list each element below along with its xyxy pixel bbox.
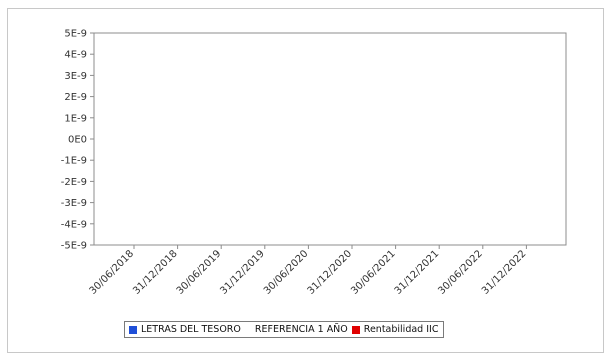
x-tick-label: 31/12/2020 (306, 248, 355, 297)
y-tick-label: -2E-9 (61, 177, 87, 188)
legend-label-rentabilidad: Rentabilidad IIC (363, 324, 439, 335)
legend-swatch-rentabilidad (351, 325, 360, 334)
x-tick-label: 30/06/2021 (349, 248, 398, 297)
legend-swatch-letras (129, 325, 137, 334)
y-tick-label: -1E-9 (61, 156, 87, 167)
x-axis: 30/06/201831/12/201830/06/201931/12/2019… (88, 245, 529, 297)
x-tick-label: 31/12/2021 (393, 248, 442, 297)
legend-entry-rentabilidad: Rentabilidad IIC (351, 324, 439, 335)
x-tick-label: 30/06/2018 (88, 248, 137, 297)
y-axis: 5E-9 4E-9 3E-9 2E-9 1E-9 0E0 -1E-9 -2E-9 -3E-9 -4… (61, 29, 94, 252)
x-tick-label: 31/12/2022 (480, 248, 529, 297)
chart-frame (7, 8, 604, 353)
legend: LETRAS DEL TESORO REFERENCIA 1 AÑO Renta… (124, 321, 445, 338)
x-tick-label: 30/06/2019 (175, 248, 224, 297)
y-tick-label: -5E-9 (61, 241, 87, 252)
x-tick-label: 30/06/2020 (262, 248, 311, 297)
y-tick-label: 4E-9 (64, 50, 87, 61)
x-tick-label: 31/12/2018 (131, 248, 180, 297)
y-tick-label: -4E-9 (61, 219, 87, 230)
x-tick-label: 31/12/2019 (218, 248, 267, 297)
plot-area (93, 32, 567, 246)
y-tick-label: 2E-9 (64, 92, 87, 103)
y-tick-label: -3E-9 (61, 198, 87, 209)
x-tick-label: 30/06/2022 (436, 248, 485, 297)
legend-label-letras: LETRAS DEL TESORO (141, 324, 241, 335)
legend-label-referencia: REFERENCIA 1 AÑO (254, 324, 348, 335)
legend-entry-referencia: REFERENCIA 1 AÑO (255, 324, 348, 335)
legend-entry-letras: LETRAS DEL TESORO (129, 324, 241, 335)
y-tick-label: 5E-9 (64, 29, 87, 40)
y-tick-label: 1E-9 (64, 113, 87, 124)
y-tick-label: 3E-9 (64, 71, 87, 82)
y-tick-label: 0E0 (68, 135, 87, 146)
